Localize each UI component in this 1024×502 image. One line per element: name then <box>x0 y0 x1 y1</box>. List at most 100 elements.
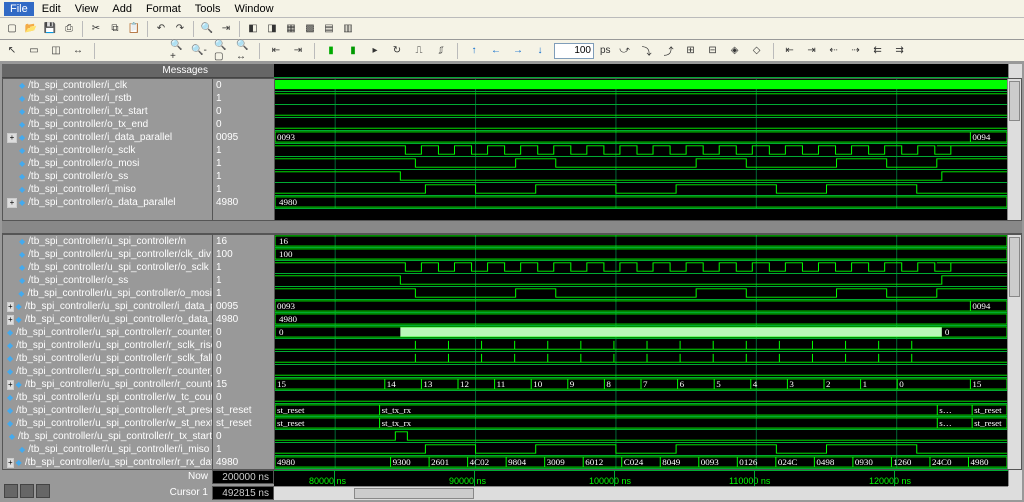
menu-tools[interactable]: Tools <box>189 2 227 16</box>
wave-row[interactable]: 4980 <box>275 313 1007 326</box>
menu-edit[interactable]: Edit <box>36 2 67 16</box>
signal-row[interactable]: ◆/tb_spi_controller/u_spi_controller/r_c… <box>3 365 212 378</box>
goto-icon[interactable]: ⇥ <box>218 21 234 37</box>
wave-row[interactable]: 00930094 <box>275 300 1007 313</box>
signal-row[interactable]: ◆/tb_spi_controller/u_spi_controller/i_m… <box>3 443 212 456</box>
edge5-icon[interactable]: ⇇ <box>870 43 886 59</box>
time-step-input[interactable] <box>554 43 594 59</box>
signal-row[interactable]: ◆/tb_spi_controller/i_clk <box>3 79 212 92</box>
wave-row[interactable]: 151413121110987654321015 <box>275 378 1007 391</box>
paste-icon[interactable]: 📋 <box>126 21 142 37</box>
wave-row[interactable] <box>275 391 1007 404</box>
signal-names-bot[interactable]: ◆/tb_spi_controller/u_spi_controller/n◆/… <box>3 235 213 469</box>
wave-row[interactable]: st_resetst_tx_rxs…st_reset <box>275 417 1007 430</box>
select-icon[interactable]: ▭ <box>26 43 42 59</box>
menu-view[interactable]: View <box>69 2 105 16</box>
wave-row[interactable] <box>275 430 1007 443</box>
zoom-full-icon[interactable]: 🔍↔ <box>235 43 251 59</box>
down-icon[interactable]: ↓ <box>532 43 548 59</box>
wave1-icon[interactable]: ⎍ <box>411 43 427 59</box>
signal-row[interactable]: ◆/tb_spi_controller/u_spi_controller/r_s… <box>3 339 212 352</box>
step-out-icon[interactable]: ⤴ <box>661 43 677 59</box>
signal-row[interactable]: ◆/tb_spi_controller/o_tx_end <box>3 118 212 131</box>
step-over-icon[interactable]: ⤻ <box>617 43 633 59</box>
signal-row[interactable]: ◆/tb_spi_controller/u_spi_controller/clk… <box>3 248 212 261</box>
left-icon[interactable]: ← <box>488 43 504 59</box>
tool-d-icon[interactable]: ▩ <box>302 21 318 37</box>
wave-row[interactable] <box>275 287 1007 300</box>
scrollbar-h[interactable] <box>274 486 1008 500</box>
signal-row[interactable]: +◆/tb_spi_controller/u_spi_controller/r_… <box>3 456 212 469</box>
signal-row[interactable]: ◆/tb_spi_controller/u_spi_controller/w_s… <box>3 417 212 430</box>
signal-row[interactable]: ◆/tb_spi_controller/o_sclk <box>3 144 212 157</box>
edge3-icon[interactable]: ⇠ <box>826 43 842 59</box>
wave-row[interactable]: 00930094 <box>275 131 1007 144</box>
print-icon[interactable]: ⎙ <box>61 21 77 37</box>
edge4-icon[interactable]: ⇢ <box>848 43 864 59</box>
wave-row[interactable] <box>275 118 1007 131</box>
run-icon[interactable]: ▮ <box>323 43 339 59</box>
wave-row[interactable] <box>275 365 1007 378</box>
step-fwd-icon[interactable]: ⇥ <box>290 43 306 59</box>
wave-row[interactable] <box>275 79 1007 92</box>
wave-row[interactable] <box>275 92 1007 105</box>
tool-f-icon[interactable]: ▥ <box>340 21 356 37</box>
wave-row[interactable]: 00 <box>275 326 1007 339</box>
waveform-bot[interactable]: 1610000930094498000151413121110987654321… <box>275 235 1007 469</box>
wave-row[interactable] <box>275 105 1007 118</box>
signal-row[interactable]: ◆/tb_spi_controller/u_spi_controller/o_s… <box>3 261 212 274</box>
signal-row[interactable]: ◆/tb_spi_controller/i_miso <box>3 183 212 196</box>
menu-file[interactable]: File <box>4 2 34 16</box>
status-icon-2[interactable] <box>20 484 34 498</box>
wave-row[interactable] <box>275 144 1007 157</box>
wave-row[interactable] <box>275 339 1007 352</box>
scrollbar-v-top[interactable] <box>1007 79 1021 220</box>
restart-icon[interactable]: ↻ <box>389 43 405 59</box>
wave-row[interactable] <box>275 352 1007 365</box>
undo-icon[interactable]: ↶ <box>153 21 169 37</box>
signal-row[interactable]: ◆/tb_spi_controller/u_spi_controller/w_t… <box>3 391 212 404</box>
misc1-icon[interactable]: ⊞ <box>683 43 699 59</box>
edge1-icon[interactable]: ⇤ <box>782 43 798 59</box>
scrollbar-v-bot[interactable] <box>1007 235 1021 469</box>
signal-row[interactable]: ◆/tb_spi_controller/u_spi_controller/r_s… <box>3 352 212 365</box>
misc2-icon[interactable]: ⊟ <box>705 43 721 59</box>
cursor-icon[interactable]: ↖ <box>4 43 20 59</box>
time-axis[interactable]: 80000 ns90000 ns100000 ns110000 ns120000… <box>274 470 1008 486</box>
wave2-icon[interactable]: ⎎ <box>433 43 449 59</box>
wave-row[interactable]: 16 <box>275 235 1007 248</box>
wave-row[interactable]: 4980 <box>275 196 1007 209</box>
misc3-icon[interactable]: ◈ <box>727 43 743 59</box>
wave-row[interactable]: st_resetst_tx_rxs…st_reset <box>275 404 1007 417</box>
signal-row[interactable]: +◆/tb_spi_controller/u_spi_controller/i_… <box>3 300 212 313</box>
tool-c-icon[interactable]: ▦ <box>283 21 299 37</box>
signal-row[interactable]: +◆/tb_spi_controller/u_spi_controller/o_… <box>3 313 212 326</box>
menu-format[interactable]: Format <box>140 2 187 16</box>
wave-row[interactable] <box>275 443 1007 456</box>
save-icon[interactable]: 💾 <box>42 21 58 37</box>
open-icon[interactable]: 📂 <box>23 21 39 37</box>
wave-row[interactable] <box>275 274 1007 287</box>
measure-icon[interactable]: ↔ <box>70 43 86 59</box>
edge6-icon[interactable]: ⇉ <box>892 43 908 59</box>
signal-row[interactable]: ◆/tb_spi_controller/u_spi_controller/r_c… <box>3 326 212 339</box>
step-into-icon[interactable]: ⤵ <box>639 43 655 59</box>
zoom-fit-icon[interactable]: 🔍▢ <box>213 43 229 59</box>
signal-row[interactable]: ◆/tb_spi_controller/u_spi_controller/o_m… <box>3 287 212 300</box>
menu-add[interactable]: Add <box>106 2 138 16</box>
tool-b-icon[interactable]: ◨ <box>264 21 280 37</box>
wave-row[interactable] <box>275 170 1007 183</box>
signal-row[interactable]: ◆/tb_spi_controller/o_ss <box>3 170 212 183</box>
wave-row[interactable] <box>275 261 1007 274</box>
break-icon[interactable]: ▮ <box>345 43 361 59</box>
cont-icon[interactable]: ▸ <box>367 43 383 59</box>
signal-row[interactable]: +◆/tb_spi_controller/o_data_parallel <box>3 196 212 209</box>
menu-window[interactable]: Window <box>228 2 279 16</box>
signal-row[interactable]: ◆/tb_spi_controller/u_spi_controller/r_s… <box>3 404 212 417</box>
status-icon-3[interactable] <box>36 484 50 498</box>
signal-row[interactable]: ◆/tb_spi_controller/o_mosi <box>3 157 212 170</box>
signal-row[interactable]: ◆/tb_spi_controller/i_rstb <box>3 92 212 105</box>
zoom-out-icon[interactable]: 🔍- <box>191 43 207 59</box>
step-back-icon[interactable]: ⇤ <box>268 43 284 59</box>
right-icon[interactable]: → <box>510 43 526 59</box>
